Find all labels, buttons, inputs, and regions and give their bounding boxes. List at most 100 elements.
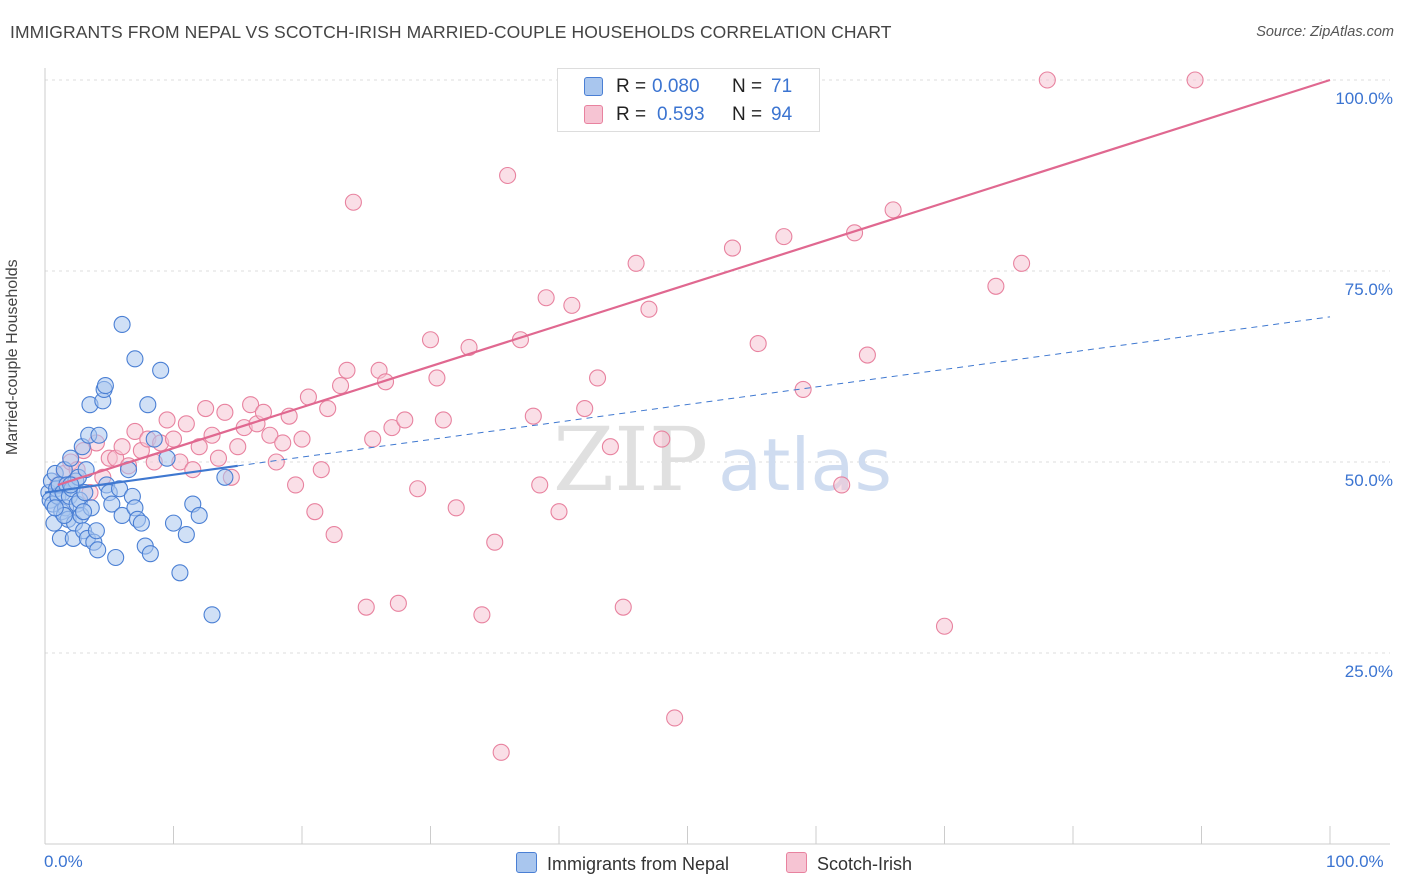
scotch-irish-point bbox=[884, 201, 902, 219]
bottom-legend-swatch-pink bbox=[786, 852, 807, 873]
legend-r-value: 0.593 bbox=[657, 104, 705, 125]
legend-r-label: R = bbox=[616, 76, 647, 97]
nepal-point bbox=[107, 548, 125, 567]
x-tick-label-max: 100.0% bbox=[1326, 852, 1384, 871]
scotch-irish-point bbox=[325, 526, 343, 544]
scotch-irish-point bbox=[158, 411, 176, 429]
scotch-irish-point bbox=[987, 277, 1005, 295]
scotch-irish-point bbox=[184, 461, 202, 479]
watermark-atlas: atlas bbox=[718, 423, 892, 507]
nepal-point bbox=[87, 522, 105, 540]
scotch-irish-point bbox=[614, 598, 632, 616]
scotch-irish-point bbox=[627, 254, 645, 272]
scotch-irish-point bbox=[531, 476, 549, 494]
legend-r-value: 0.080 bbox=[652, 76, 700, 97]
scotch-irish-point bbox=[242, 396, 260, 414]
scotch-irish-point bbox=[428, 369, 446, 387]
scotch-irish-point bbox=[197, 399, 215, 418]
nepal-point bbox=[216, 468, 234, 486]
scotch-irish-point bbox=[563, 296, 581, 314]
scotch-irish-point bbox=[723, 239, 742, 257]
nepal-point bbox=[62, 449, 80, 467]
scotch-irish-point bbox=[293, 430, 311, 448]
scotch-irish-point bbox=[833, 476, 851, 494]
scotch-irish-point bbox=[267, 453, 285, 471]
scotch-irish-point bbox=[376, 373, 395, 391]
nepal-point bbox=[126, 350, 144, 368]
scotch-irish-point bbox=[537, 289, 555, 307]
scotch-irish-point bbox=[935, 617, 954, 635]
scotch-irish-point bbox=[640, 300, 658, 318]
correlation-legend: R = 0.080 N = 71 R = 0.593 N = 94 bbox=[557, 68, 820, 132]
scotch-irish-point bbox=[749, 335, 767, 353]
scotch-irish-point bbox=[409, 480, 427, 498]
series-immigrants-from-nepal bbox=[40, 315, 234, 624]
scotch-irish-point bbox=[1186, 71, 1204, 89]
scotch-irish-point bbox=[216, 403, 234, 421]
axes bbox=[44, 68, 1390, 845]
scotch-irish-point bbox=[357, 598, 375, 616]
bottom-legend-label: Scotch-Irish bbox=[817, 854, 913, 874]
scotch-irish-point bbox=[486, 533, 504, 551]
nepal-point bbox=[152, 361, 170, 379]
scotch-irish-point bbox=[312, 461, 330, 479]
scotch-irish-point bbox=[1013, 254, 1031, 272]
legend-n-label: N = bbox=[732, 104, 763, 125]
scotch-irish-point bbox=[364, 430, 382, 448]
nepal-point bbox=[139, 396, 157, 414]
scotch-irish-point bbox=[434, 411, 452, 429]
nepal-point bbox=[190, 506, 208, 525]
nepal-trend-extension bbox=[237, 316, 1331, 467]
scotch-irish-point bbox=[383, 419, 401, 437]
scotch-irish-point bbox=[601, 438, 619, 456]
scotch-irish-point bbox=[190, 438, 208, 456]
nepal-point bbox=[141, 545, 159, 563]
nepal-point bbox=[90, 426, 108, 444]
scotch-irish-point bbox=[460, 338, 478, 356]
scotch-irish-point bbox=[396, 411, 414, 429]
scotch-irish-point bbox=[113, 438, 131, 456]
legend-n-label: N = bbox=[732, 76, 763, 97]
y-tick-labels: 25.0% 50.0% 75.0% 100.0% bbox=[1335, 89, 1393, 681]
legend-swatch-blue bbox=[584, 77, 603, 96]
scotch-irish-point bbox=[473, 606, 491, 624]
nepal-point bbox=[75, 503, 93, 521]
scotch-irish-point bbox=[858, 346, 876, 364]
legend-r-label: R = bbox=[616, 104, 647, 125]
nepal-point bbox=[145, 430, 163, 448]
scotch-irish-point bbox=[666, 709, 684, 727]
legend-n-value: 94 bbox=[771, 104, 793, 125]
scotch-irish-point bbox=[287, 476, 305, 494]
bottom-legend-item-scotch-irish: Scotch-Irish bbox=[786, 852, 912, 875]
nepal-point bbox=[96, 377, 114, 395]
nepal-point bbox=[113, 315, 131, 334]
scotch-irish-point bbox=[653, 430, 671, 448]
nepal-point bbox=[46, 499, 64, 517]
scotch-irish-point bbox=[274, 434, 292, 452]
nepal-trend-line bbox=[44, 464, 238, 494]
scotch-irish-point bbox=[1038, 71, 1056, 89]
nepal-point bbox=[164, 514, 183, 532]
nepal-point bbox=[132, 514, 150, 532]
scotch-irish-point bbox=[344, 193, 362, 211]
scotch-irish-point bbox=[492, 743, 510, 761]
source-label: Source: ZipAtlas.com bbox=[1256, 24, 1394, 40]
scotch-irish-point bbox=[447, 499, 465, 517]
scotch-irish-point bbox=[775, 228, 793, 246]
scotch-irish-point bbox=[229, 438, 247, 456]
chart-title: IMMIGRANTS FROM NEPAL VS SCOTCH-IRISH MA… bbox=[10, 22, 892, 42]
scotch-irish-point bbox=[209, 449, 228, 467]
scotch-irish-point bbox=[499, 166, 517, 185]
bottom-legend-item-nepal: Immigrants from Nepal bbox=[516, 852, 729, 875]
y-tick-label: 25.0% bbox=[1345, 662, 1393, 681]
scotch-irish-point bbox=[576, 399, 594, 418]
scotch-irish-point bbox=[338, 361, 356, 379]
x-tick-label-min: 0.0% bbox=[44, 852, 83, 871]
nepal-point bbox=[203, 606, 221, 624]
scotch-irish-point bbox=[126, 422, 144, 440]
bottom-legend-swatch-blue bbox=[516, 852, 537, 873]
bottom-legend-label: Immigrants from Nepal bbox=[547, 854, 730, 874]
nepal-point bbox=[103, 495, 121, 513]
scotch-irish-point bbox=[588, 369, 607, 387]
